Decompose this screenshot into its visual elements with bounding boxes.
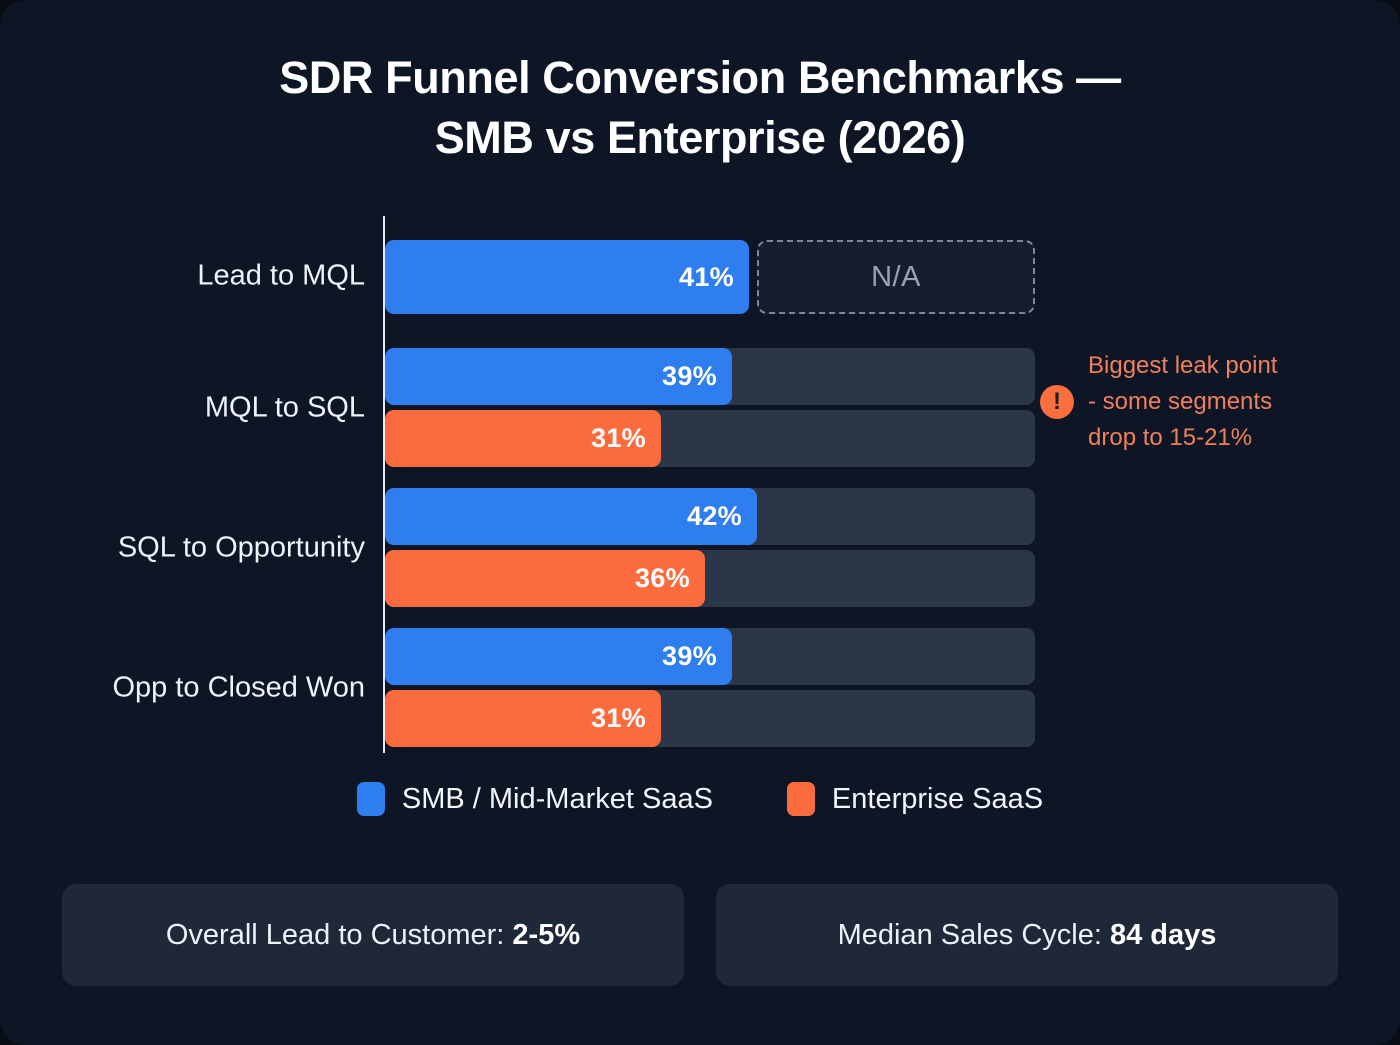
bar-value-enterprise-sql-to-opportunity: 36% [635, 563, 690, 593]
bar-row-enterprise-opp-to-closed-won: 31% [385, 690, 1035, 747]
bar-smb-mql-to-sql[interactable]: 39% [385, 348, 732, 405]
chart-title-line-1: SDR Funnel Conversion Benchmarks — [279, 52, 1121, 103]
category-label-mql-to-sql: MQL to SQL [204, 391, 365, 424]
bar-group-opp-to-closed-won: Opp to Closed Won 39% 31% [0, 624, 1400, 752]
summary-stats: Overall Lead to Customer: 2-5% Median Sa… [62, 884, 1338, 986]
annotation-line-1: Biggest leak point [1088, 352, 1278, 379]
category-label-lead-to-mql: Lead to MQL [197, 259, 365, 292]
bar-smb-opp-to-closed-won[interactable]: 39% [385, 628, 732, 685]
bar-value-smb-mql-to-sql: 39% [662, 361, 717, 391]
legend-label-smb: SMB / Mid-Market SaaS [401, 782, 713, 815]
bar-row-smb-lead-to-mql: 41% N/A [385, 240, 1035, 314]
legend-item-smb[interactable]: SMB / Mid-Market SaaS [356, 782, 713, 816]
bar-value-enterprise-opp-to-closed-won: 31% [591, 703, 646, 733]
legend-item-enterprise[interactable]: Enterprise SaaS [786, 782, 1044, 816]
bar-enterprise-mql-to-sql[interactable]: 31% [385, 410, 661, 467]
na-label-enterprise-lead-to-mql: N/A [871, 260, 921, 293]
bar-value-smb-opp-to-closed-won: 39% [662, 641, 717, 671]
bar-group-sql-to-opportunity: SQL to Opportunity 42% 36% [0, 484, 1400, 612]
legend-label-enterprise: Enterprise SaaS [831, 782, 1044, 815]
bar-value-smb-lead-to-mql: 41% [679, 261, 734, 292]
bar-smb-lead-to-mql[interactable]: 41% [385, 240, 749, 314]
bar-group-lead-to-mql: Lead to MQL 41% N/A [0, 228, 1400, 324]
bar-enterprise-opp-to-closed-won[interactable]: 31% [385, 690, 661, 747]
bar-row-smb-opp-to-closed-won: 39% [385, 628, 1035, 685]
bar-value-smb-sql-to-opportunity: 42% [687, 501, 742, 531]
stat-card-median-sales-cycle: Median Sales Cycle: 84 days [716, 884, 1338, 986]
bar-group-mql-to-sql: MQL to SQL 39% 31% [0, 344, 1400, 472]
bar-row-enterprise-sql-to-opportunity: 36% [385, 550, 1035, 607]
stat-value-overall-lead-to-customer: 2-5% [512, 918, 581, 951]
stat-text-median-sales-cycle: Median Sales Cycle: 84 days [838, 919, 1217, 952]
stat-value-median-sales-cycle: 84 days [1109, 918, 1217, 951]
bar-enterprise-sql-to-opportunity[interactable]: 36% [385, 550, 705, 607]
y-axis-line [383, 216, 385, 753]
stat-card-overall-lead-to-customer: Overall Lead to Customer: 2-5% [62, 884, 684, 986]
plot-area: Lead to MQL 41% N/A MQL to SQL 39% [0, 216, 1400, 756]
stat-label-median-sales-cycle: Median Sales Cycle: [837, 918, 1110, 951]
category-label-sql-to-opportunity: SQL to Opportunity [117, 531, 365, 564]
chart-title-line-2: SMB vs Enterprise (2026) [434, 111, 966, 163]
chart-title: SDR Funnel Conversion Benchmarks — SMB v… [0, 48, 1400, 168]
bar-smb-sql-to-opportunity[interactable]: 42% [385, 488, 757, 545]
annotation-line-3: drop to 15-21% [1088, 424, 1253, 451]
legend-swatch-smb-icon [356, 782, 385, 816]
annotation-line-2: - some segments [1088, 388, 1273, 415]
bar-row-smb-sql-to-opportunity: 42% [385, 488, 1035, 545]
annotation-text: Biggest leak point - some segments drop … [1088, 348, 1277, 456]
bar-value-enterprise-mql-to-sql: 31% [591, 423, 646, 453]
bar-row-enterprise-mql-to-sql: 31% [385, 410, 1035, 467]
exclamation-circle-icon: ! [1040, 385, 1074, 419]
category-label-opp-to-closed-won: Opp to Closed Won [112, 671, 365, 704]
stat-text-overall-lead-to-customer: Overall Lead to Customer: 2-5% [166, 919, 580, 952]
stat-label-overall-lead-to-customer: Overall Lead to Customer: [165, 918, 513, 951]
na-box-enterprise-lead-to-mql: N/A [757, 240, 1035, 314]
bar-row-smb-mql-to-sql: 39% [385, 348, 1035, 405]
chart-legend: SMB / Mid-Market SaaS Enterprise SaaS [0, 782, 1400, 816]
legend-swatch-enterprise-icon [786, 782, 815, 816]
leak-point-annotation: ! Biggest leak point - some segments dro… [1040, 348, 1360, 456]
